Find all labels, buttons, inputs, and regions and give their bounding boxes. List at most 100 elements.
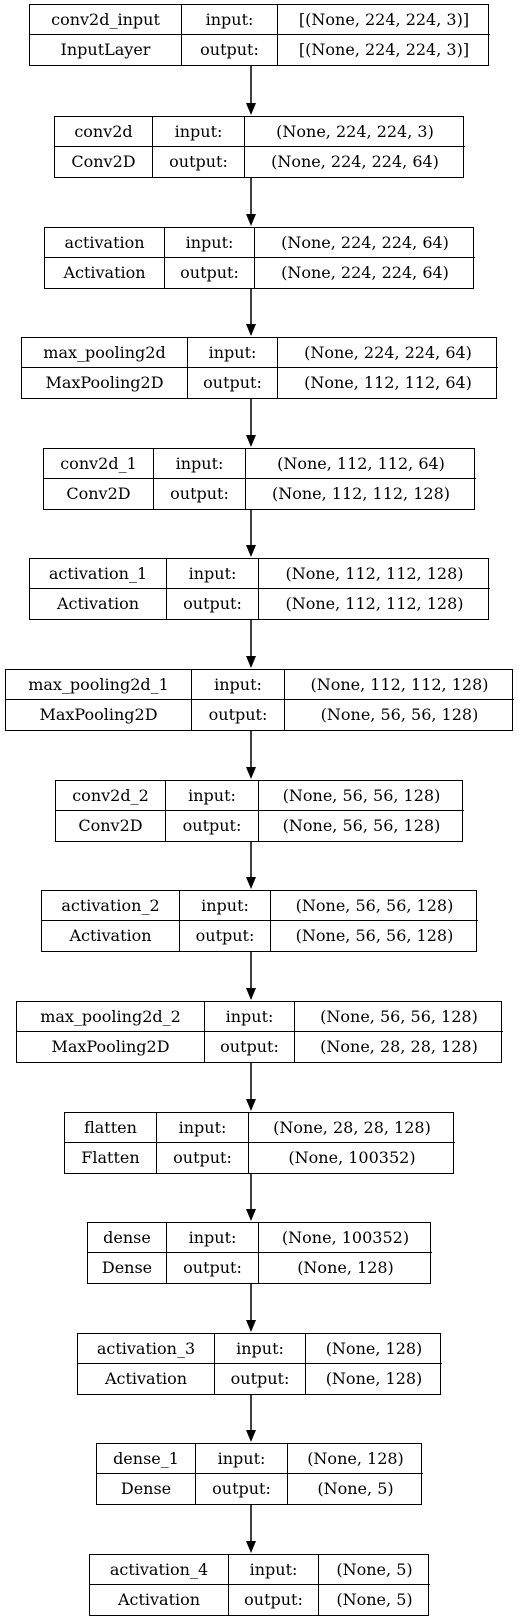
output-shape: (None, 224, 224, 64) — [271, 152, 439, 171]
layer-node: activation_3 input: (None, 128) Activation o… — [77, 1333, 442, 1395]
layer-name: activation_2 — [42, 891, 180, 921]
edge-arrow — [246, 289, 256, 336]
input-shape: (None, 112, 112, 128) — [285, 670, 514, 700]
input-shape: (None, 5) — [319, 1555, 430, 1585]
edge-arrow — [246, 620, 256, 668]
input-label: input: — [165, 228, 255, 258]
input-shape: (None, 128) — [288, 1444, 423, 1474]
output-shape: (None, 5) — [336, 1590, 413, 1609]
layer-name: dense — [88, 1223, 167, 1253]
output-label: output: — [157, 1143, 249, 1173]
arrowhead — [246, 877, 256, 889]
edge-arrow — [246, 1174, 256, 1221]
arrowhead — [246, 656, 256, 668]
arrowhead — [246, 1541, 256, 1553]
output-label: output: — [182, 35, 278, 65]
layer-node: dense_1 input: (None, 128) Dense output: (Non… — [96, 1443, 423, 1505]
output-label: output: — [188, 368, 278, 398]
input-shape: (None, 224, 224, 64) — [255, 228, 475, 258]
input-shape: (None, 112, 112, 128) — [259, 559, 490, 589]
layer-type: Activation — [45, 258, 165, 288]
output-shape: (None, 100352) — [288, 1148, 416, 1167]
layer-name: activation — [45, 228, 165, 258]
layer-name: activation_4 — [90, 1555, 229, 1585]
input-label: input: — [229, 1555, 319, 1585]
output-shape: (None, 112, 112, 128) — [271, 484, 451, 503]
input-shape: (None, 100352) — [259, 1223, 432, 1253]
output-label: output: — [167, 1253, 259, 1283]
input-label: input: — [205, 1002, 295, 1032]
layer-type: MaxPooling2D — [22, 368, 188, 398]
input-shape: [(None, 224, 224, 3)] — [278, 5, 490, 35]
layer-node: conv2d_input input: [(None, 224, 224, 3)] I… — [29, 4, 490, 66]
output-shape: (None, 28, 28, 128) — [320, 1037, 478, 1056]
edge-arrow — [246, 1505, 256, 1553]
output-label: output: — [205, 1032, 295, 1062]
arrowhead — [246, 214, 256, 226]
output-shape: (None, 112, 112, 128) — [285, 594, 464, 613]
output-label: output: — [153, 147, 245, 177]
input-label: input: — [166, 781, 259, 811]
layer-name: conv2d_input — [30, 5, 182, 35]
input-shape: (None, 224, 224, 64) — [278, 338, 498, 368]
input-label: input: — [215, 1334, 306, 1364]
layer-type: Conv2D — [56, 811, 166, 841]
layer-node: max_pooling2d_1 input: (None, 112, 112, 12… — [5, 669, 514, 731]
edge-arrow — [246, 399, 256, 447]
layer-type: Dense — [97, 1474, 196, 1504]
input-shape: (None, 128) — [306, 1334, 442, 1364]
layer-node: max_pooling2d_2 input: (None, 56, 56, 128)… — [16, 1001, 503, 1063]
layer-type: Activation — [42, 921, 180, 951]
output-shape: [(None, 224, 224, 3)] — [298, 40, 470, 59]
layer-name: max_pooling2d_2 — [17, 1002, 205, 1032]
layer-type: MaxPooling2D — [6, 700, 192, 730]
input-label: input: — [167, 559, 259, 589]
input-label: input: — [182, 5, 278, 35]
arrowhead — [246, 435, 256, 447]
arrowhead — [246, 1209, 256, 1221]
output-label: output: — [215, 1364, 306, 1394]
output-shape: (None, 5) — [317, 1479, 394, 1498]
edge-arrow — [246, 178, 256, 226]
layer-name: conv2d — [55, 117, 153, 147]
layer-name: flatten — [65, 1113, 157, 1143]
layer-name: dense_1 — [97, 1444, 196, 1474]
input-label: input: — [192, 670, 285, 700]
edge-arrow — [246, 1284, 256, 1332]
output-shape: (None, 128) — [297, 1258, 394, 1277]
output-shape: (None, 224, 224, 64) — [281, 263, 449, 282]
output-label: output: — [154, 479, 246, 509]
layer-type: MaxPooling2D — [17, 1032, 205, 1062]
layer-name: max_pooling2d — [22, 338, 188, 368]
output-shape: (None, 56, 56, 128) — [295, 926, 454, 945]
arrowhead — [246, 1099, 256, 1111]
edge-arrow — [246, 1063, 256, 1111]
arrowhead — [246, 1320, 256, 1332]
layer-type: Conv2D — [55, 147, 153, 177]
arrowhead — [246, 545, 256, 557]
output-label: output: — [229, 1585, 319, 1615]
input-shape: (None, 56, 56, 128) — [271, 891, 478, 921]
layer-name: max_pooling2d_1 — [6, 670, 192, 700]
layer-type: InputLayer — [30, 35, 182, 65]
layer-name: conv2d_1 — [44, 449, 154, 479]
layer-type: Conv2D — [44, 479, 154, 509]
layer-type: Activation — [30, 589, 167, 619]
arrowhead — [246, 988, 256, 1000]
output-shape: (None, 56, 56, 128) — [320, 705, 479, 724]
output-label: output: — [180, 921, 271, 951]
layer-type: Activation — [90, 1585, 229, 1615]
input-label: input: — [154, 449, 246, 479]
layer-node: activation input: (None, 224, 224, 64) Acti… — [44, 227, 475, 289]
output-label: output: — [166, 811, 259, 841]
input-label: input: — [188, 338, 278, 368]
edge-arrow — [246, 842, 256, 889]
layer-node: activation_1 input: (None, 112, 112, 128) A… — [29, 558, 490, 620]
output-shape: (None, 128) — [325, 1369, 423, 1388]
layer-node: conv2d_2 input: (None, 56, 56, 128) Conv2D o… — [55, 780, 464, 842]
layer-node: conv2d_1 input: (None, 112, 112, 64) Conv2D… — [43, 448, 476, 510]
output-shape: (None, 112, 112, 64) — [304, 373, 472, 392]
edge-arrow — [246, 952, 256, 1000]
layer-type: Activation — [78, 1364, 215, 1394]
layer-node: max_pooling2d input: (None, 224, 224, 64) M… — [21, 337, 498, 399]
